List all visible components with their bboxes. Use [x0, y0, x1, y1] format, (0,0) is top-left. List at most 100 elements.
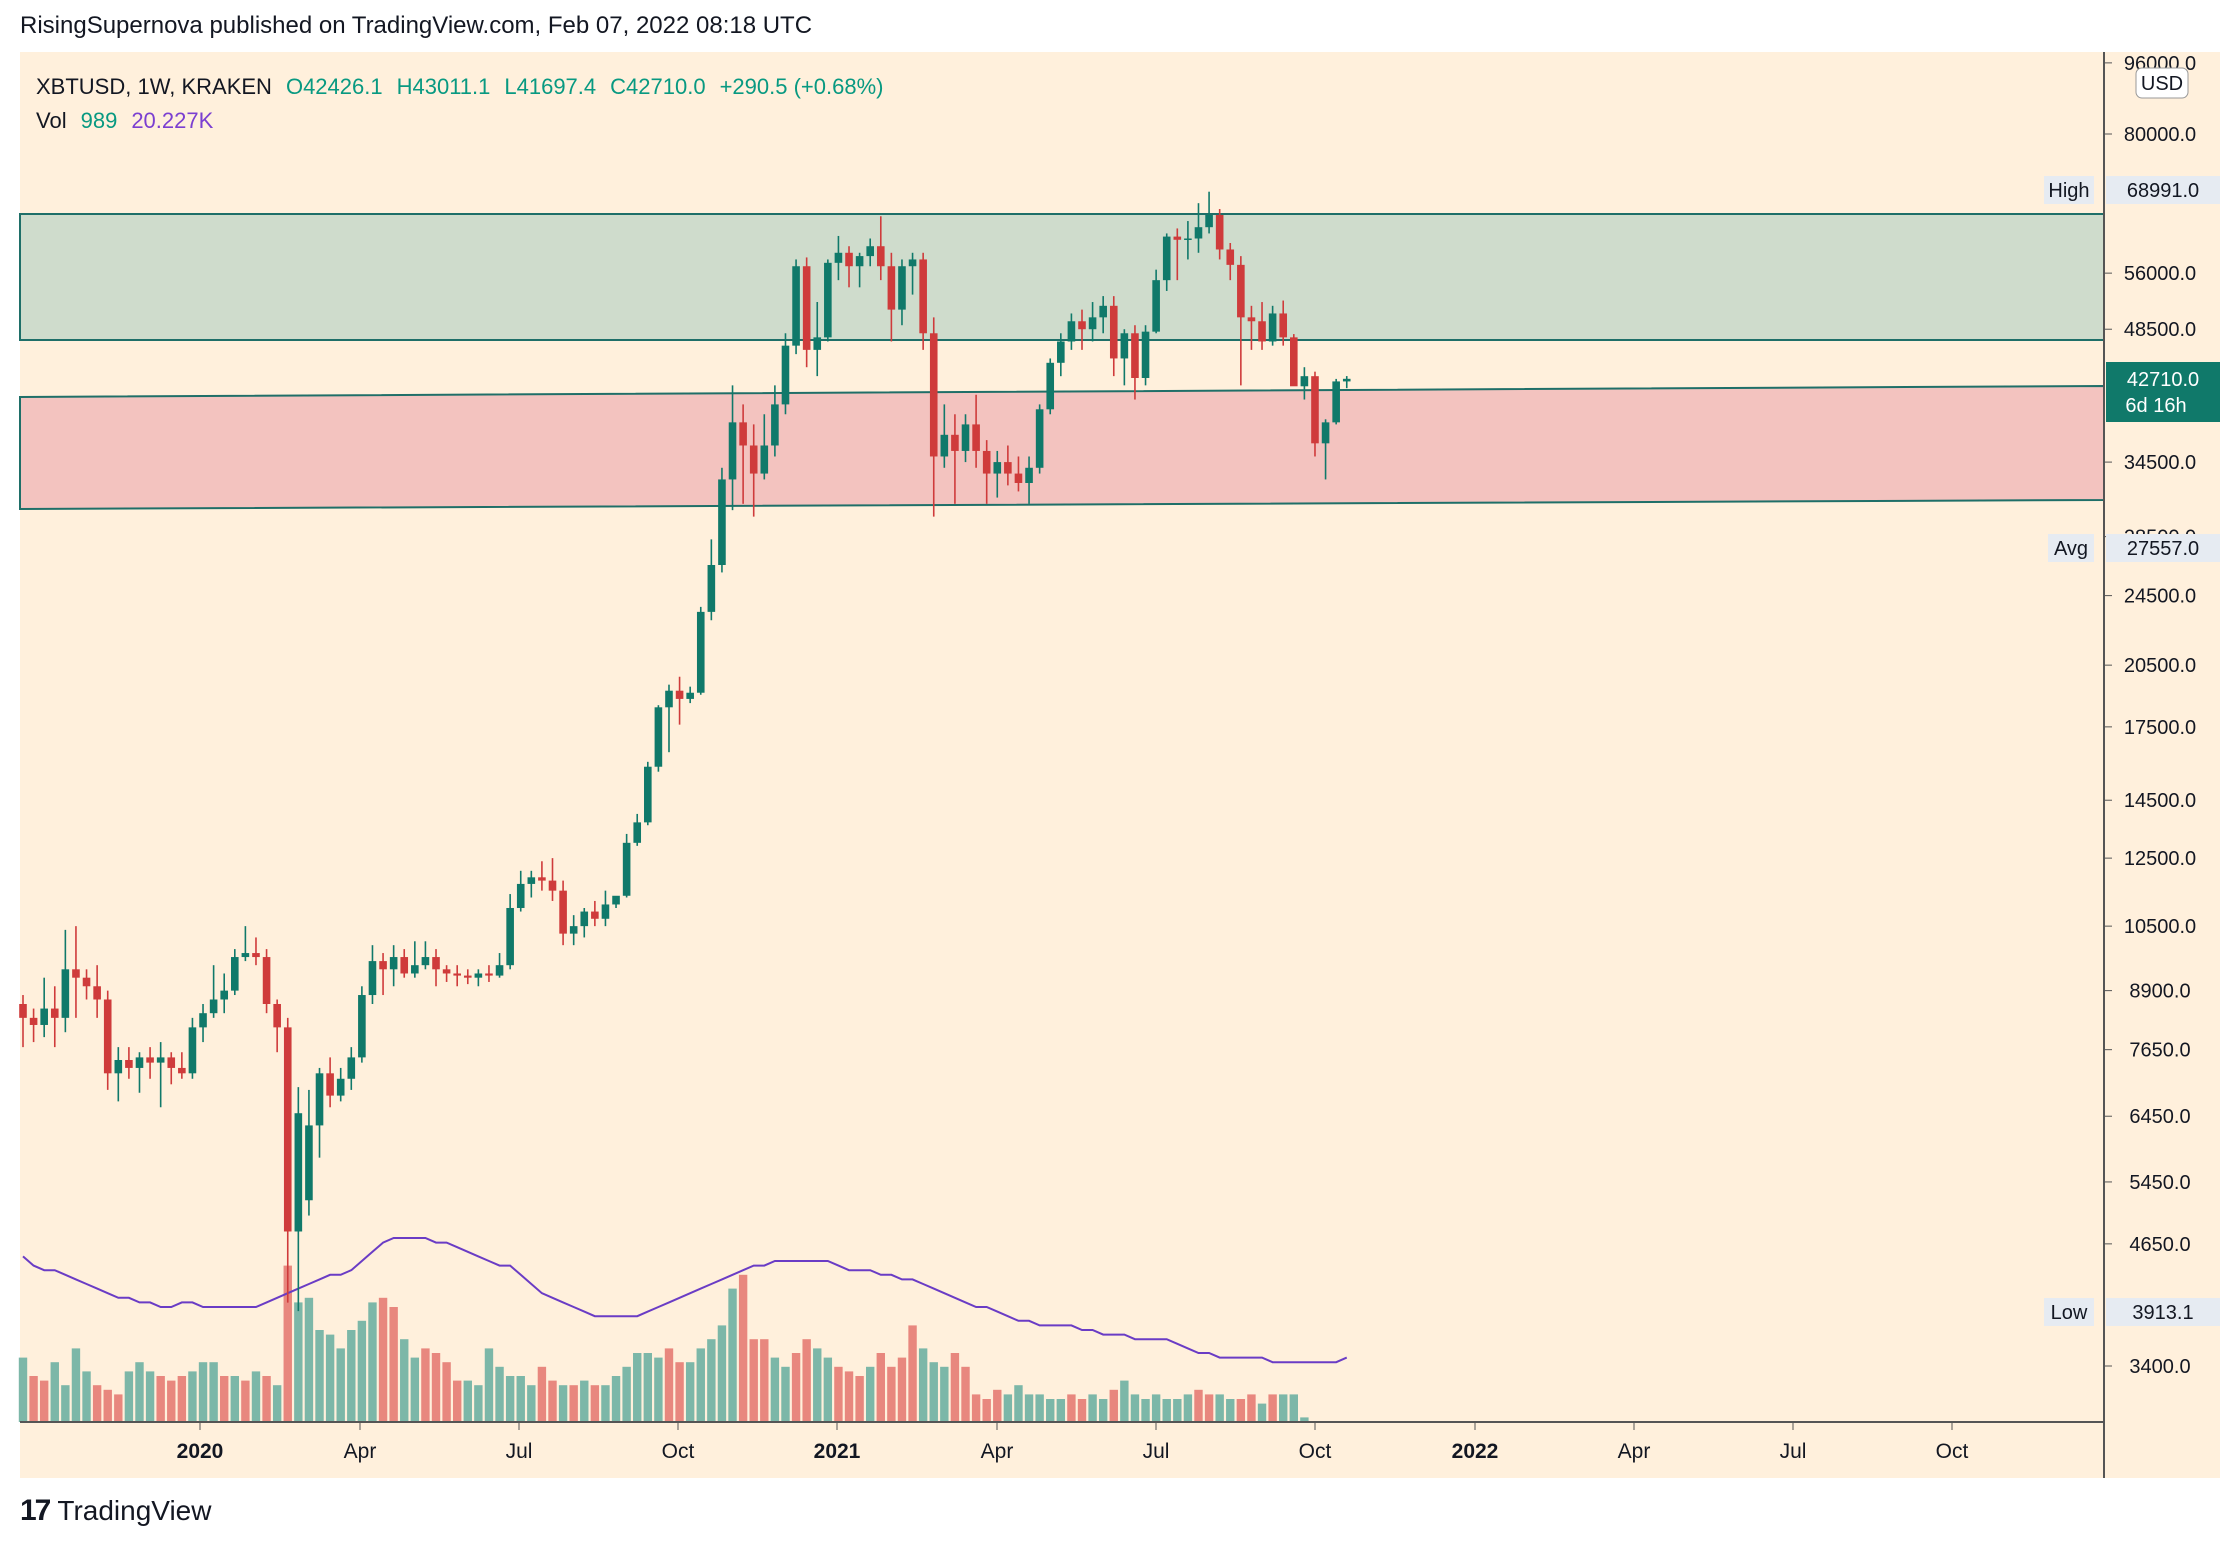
candle-body[interactable] [1046, 362, 1055, 410]
candle-body[interactable] [1332, 381, 1340, 423]
candle-body[interactable] [919, 259, 927, 334]
candle-body[interactable] [252, 953, 260, 958]
candle-body[interactable] [845, 252, 853, 267]
candle-body[interactable] [1035, 409, 1044, 468]
candle-body[interactable] [940, 434, 949, 457]
candle-body[interactable] [760, 445, 769, 474]
candle-body[interactable] [591, 911, 599, 919]
candle-body[interactable] [644, 766, 652, 823]
candle-body[interactable] [178, 1067, 186, 1074]
candle-body[interactable] [1141, 331, 1150, 378]
vol-label[interactable]: Vol [36, 108, 67, 133]
candle-body[interactable] [188, 1027, 197, 1074]
candle-body[interactable] [220, 990, 229, 1000]
candle-body[interactable] [824, 262, 832, 338]
candle-body[interactable] [411, 965, 419, 974]
candle-body[interactable] [1109, 305, 1118, 359]
candle-body[interactable] [813, 337, 822, 350]
candle-body[interactable] [516, 883, 525, 908]
candle-body[interactable] [929, 333, 938, 457]
candle-body[interactable] [1088, 317, 1097, 330]
candle-body[interactable] [866, 246, 874, 257]
candle-body[interactable] [273, 1004, 281, 1028]
candle-body[interactable] [1311, 376, 1319, 444]
candle-body[interactable] [336, 1078, 345, 1096]
candle-body[interactable] [1078, 321, 1086, 330]
candle-body[interactable] [982, 450, 991, 474]
candle-body[interactable] [135, 1057, 144, 1068]
candle-body[interactable] [1300, 376, 1309, 387]
candle-body[interactable] [1247, 317, 1256, 322]
candle-body[interactable] [1268, 313, 1277, 342]
candle-body[interactable] [1226, 249, 1235, 265]
candle-body[interactable] [1152, 280, 1160, 332]
currency-badge[interactable] [2135, 67, 2189, 99]
candle-body[interactable] [908, 259, 917, 267]
candle-body[interactable] [802, 266, 811, 350]
candle-body[interactable] [1290, 337, 1298, 387]
candle-body[interactable] [612, 895, 620, 905]
candle-body[interactable] [1057, 341, 1065, 363]
symbol-label[interactable]: XBTUSD, 1W, KRAKEN [36, 74, 272, 99]
candle-body[interactable] [569, 926, 578, 934]
candle-body[interactable] [887, 266, 896, 310]
candle-body[interactable] [347, 1057, 356, 1079]
candle-body[interactable] [400, 957, 409, 974]
candle-body[interactable] [1342, 378, 1351, 382]
candle-body[interactable] [167, 1057, 176, 1068]
candle-body[interactable] [633, 822, 642, 843]
candle-body[interactable] [898, 266, 906, 310]
candle-body[interactable] [1184, 238, 1192, 240]
candle-body[interactable] [1258, 321, 1266, 342]
candle-body[interactable] [622, 842, 631, 896]
candle-body[interactable] [876, 246, 885, 267]
candle-body[interactable] [1014, 473, 1023, 483]
candle-body[interactable] [114, 1059, 123, 1074]
candle-body[interactable] [93, 986, 101, 1000]
candle-body[interactable] [442, 969, 451, 974]
candle-body[interactable] [718, 479, 726, 566]
candle-body[interactable] [29, 1017, 38, 1025]
candle-body[interactable] [665, 690, 673, 708]
candle-body[interactable] [696, 611, 705, 693]
candle-body[interactable] [1004, 462, 1012, 474]
candle-body[interactable] [1025, 467, 1033, 483]
candle-body[interactable] [771, 404, 779, 446]
candle-body[interactable] [972, 424, 980, 451]
candle-body[interactable] [379, 961, 387, 970]
candle-body[interactable] [654, 707, 663, 767]
candle-body[interactable] [146, 1057, 154, 1063]
candle-body[interactable] [739, 422, 747, 446]
candle-body[interactable] [19, 1004, 27, 1018]
candle-body[interactable] [495, 965, 504, 976]
candle-body[interactable] [527, 877, 536, 884]
candle-body[interactable] [1321, 422, 1330, 444]
candle-body[interactable] [125, 1059, 133, 1068]
candle-body[interactable] [315, 1073, 324, 1126]
candle-body[interactable] [1215, 214, 1224, 250]
candle-body[interactable] [474, 973, 483, 978]
candle-body[interactable] [1194, 227, 1203, 239]
candle-body[interactable] [1099, 305, 1107, 318]
candle-body[interactable] [453, 973, 461, 976]
candle-body[interactable] [951, 434, 959, 451]
candle-body[interactable] [1173, 236, 1182, 240]
candle-body[interactable] [1237, 264, 1245, 318]
candle-body[interactable] [675, 690, 684, 699]
candle-body[interactable] [262, 957, 271, 1005]
tradingview-logo[interactable]: 17 TradingView [20, 1494, 211, 1528]
candle-body[interactable] [358, 995, 366, 1058]
candle-body[interactable] [82, 977, 91, 987]
candle-body[interactable] [792, 266, 800, 346]
candle-body[interactable] [686, 692, 694, 699]
candle-body[interactable] [601, 904, 610, 919]
candle-body[interactable] [1162, 236, 1171, 281]
candle-body[interactable] [1120, 333, 1129, 359]
candle-body[interactable] [432, 957, 440, 970]
candle-body[interactable] [834, 252, 843, 263]
candle-body[interactable] [728, 422, 737, 480]
candle-body[interactable] [1067, 321, 1076, 342]
candle-body[interactable] [389, 957, 398, 970]
candle-body[interactable] [294, 1113, 303, 1232]
